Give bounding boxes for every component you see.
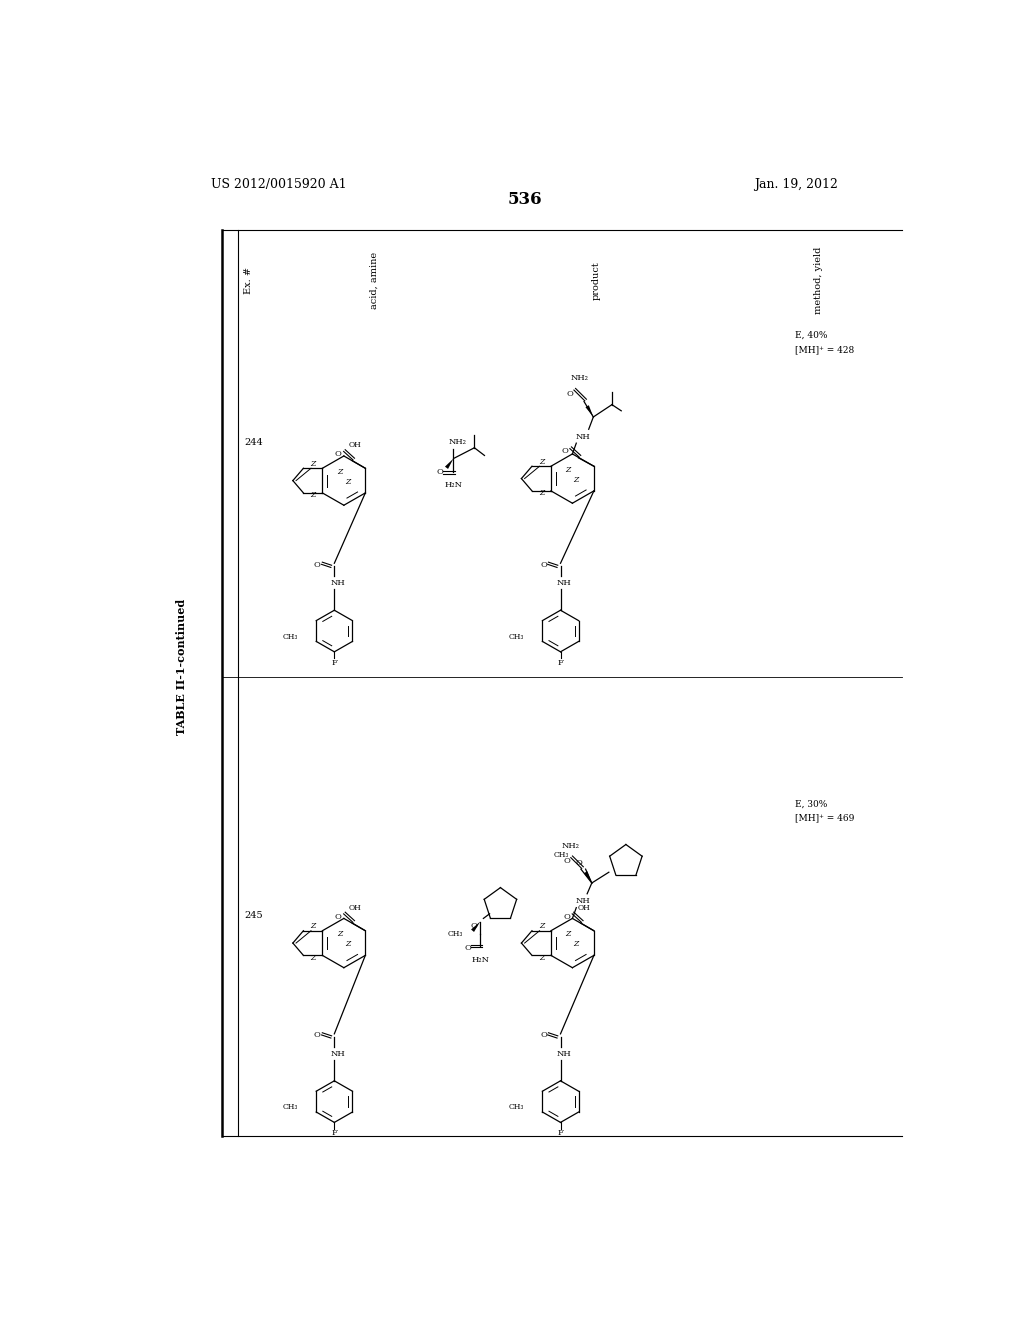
Text: Z: Z [539,953,544,962]
Text: Z: Z [310,491,315,499]
Text: Z: Z [345,478,350,486]
Text: Ex. #: Ex. # [245,267,254,294]
Text: NH: NH [575,898,590,906]
Text: NH: NH [557,579,571,587]
Text: F: F [332,1129,337,1138]
Text: NH₂: NH₂ [449,438,466,446]
Text: OH: OH [349,441,361,449]
Text: Z: Z [310,953,315,962]
Text: Z: Z [565,466,570,474]
Text: Z: Z [539,923,544,931]
Text: 245: 245 [245,911,263,920]
Text: Z: Z [337,931,342,939]
Text: NH: NH [557,1049,571,1057]
Text: NH₂: NH₂ [561,842,580,850]
Text: NH₂: NH₂ [570,375,589,383]
Text: Z: Z [565,931,570,939]
Text: O: O [575,859,583,867]
Polygon shape [471,921,480,932]
Text: E, 40%: E, 40% [795,331,827,339]
Text: CH₃: CH₃ [447,929,463,937]
Text: NH: NH [331,579,345,587]
Text: O: O [313,561,321,569]
Text: F: F [558,1129,563,1138]
Text: product: product [592,261,601,300]
Text: Z: Z [573,940,579,948]
Text: US 2012/0015920 A1: US 2012/0015920 A1 [211,178,347,191]
Polygon shape [586,405,593,417]
Text: NH: NH [575,433,590,441]
Text: O: O [566,389,573,397]
Text: Z: Z [337,469,342,477]
Text: Z: Z [573,475,579,484]
Text: Z: Z [539,458,544,466]
Text: Z: Z [345,940,350,948]
Polygon shape [445,458,454,469]
Text: 244: 244 [245,438,263,447]
Text: O: O [540,1031,547,1039]
Text: Z: Z [310,923,315,931]
Text: F: F [332,659,337,667]
Text: CH₃: CH₃ [509,1104,524,1111]
Text: 536: 536 [508,190,542,207]
Text: O: O [563,913,570,921]
Text: H₂N: H₂N [471,956,489,964]
Text: NH: NH [331,1049,345,1057]
Text: TABLE II-1-continued: TABLE II-1-continued [176,598,187,735]
Text: CH₃: CH₃ [283,1104,298,1111]
Text: O: O [437,469,443,477]
Text: O: O [313,1031,321,1039]
Text: O: O [540,561,547,569]
Text: O: O [563,858,570,866]
Text: Z: Z [539,490,544,498]
Text: [MH]⁺ = 469: [MH]⁺ = 469 [795,813,854,822]
Text: E, 30%: E, 30% [795,800,827,808]
Text: acid, amine: acid, amine [370,252,379,309]
Text: Jan. 19, 2012: Jan. 19, 2012 [755,178,839,191]
Text: OH: OH [349,904,361,912]
Text: Z: Z [310,459,315,467]
Text: CH₃: CH₃ [509,632,524,640]
Text: [MH]⁺ = 428: [MH]⁺ = 428 [795,345,854,354]
Text: H₂N: H₂N [444,480,463,488]
Polygon shape [584,871,592,883]
Text: F: F [558,659,563,667]
Text: method, yield: method, yield [814,247,823,314]
Text: OH: OH [578,904,590,912]
Text: O: O [335,450,342,458]
Text: O: O [335,913,342,921]
Text: O: O [561,447,568,455]
Text: CH₃: CH₃ [283,632,298,640]
Text: O: O [471,923,477,931]
Text: CH₃: CH₃ [553,851,568,859]
Text: O: O [465,944,471,952]
